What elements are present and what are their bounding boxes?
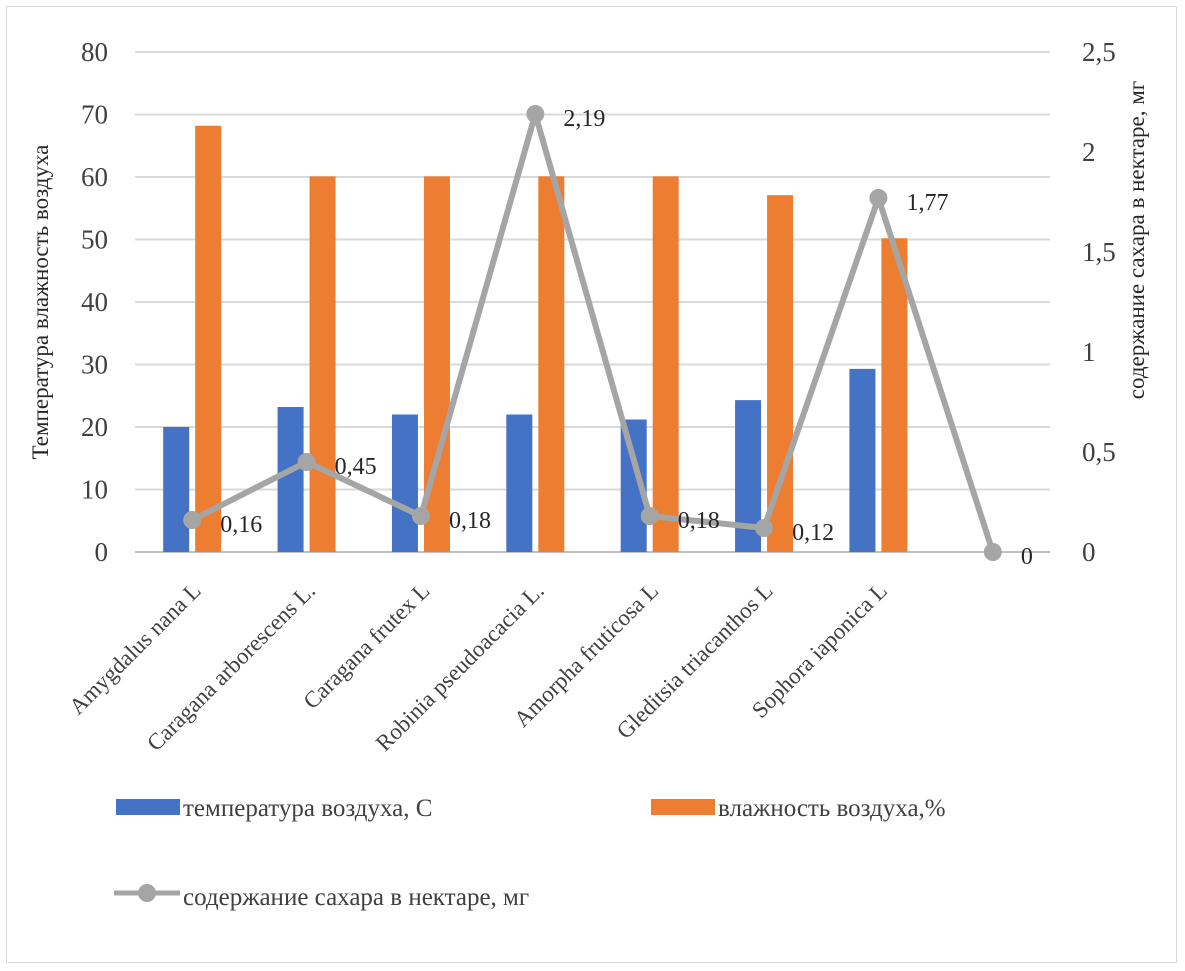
y-tick-label: 30 [81, 350, 108, 380]
sugar-data-label: 0 [1021, 544, 1033, 570]
y-tick-label: 0 [95, 537, 109, 567]
legend-swatch-humidity [651, 799, 715, 815]
sugar-data-label: 1,77 [906, 190, 948, 216]
bar-temperature [163, 427, 190, 552]
legend-label-humidity: влажность воздуха,% [718, 795, 946, 822]
sugar-point [755, 519, 774, 537]
sugar-point [640, 507, 659, 525]
y-tick-label: 10 [81, 475, 108, 505]
y-tick-label: 80 [81, 37, 108, 67]
bar-temperature [849, 368, 876, 552]
line-series [183, 105, 1002, 561]
y2-axis-title: содержание сахара в нектаре, мг [1124, 81, 1149, 399]
legend-label-temperature: температура воздуха, С [183, 795, 432, 822]
legend-label-sugar: содержание сахара в нектаре, мг [183, 884, 529, 911]
sugar-point [983, 543, 1002, 561]
sugar-line [190, 111, 996, 553]
sugar-point [297, 453, 316, 471]
bar-humidity [767, 195, 794, 552]
bar-humidity [881, 238, 908, 552]
sugar-data-label: 2,19 [563, 106, 605, 132]
y2-tick-label: 1,5 [1082, 237, 1116, 267]
bar-temperature [391, 414, 418, 552]
x-tick-label: Caragana frutex L [298, 578, 434, 714]
legend: температура воздуха, С влажность воздуха… [114, 795, 946, 911]
y-axis-title: Температура влажность воздуха [28, 145, 53, 460]
bar-humidity [309, 176, 336, 552]
sugar-point [183, 511, 202, 529]
data-labels: 0,16 0,45 0,18 2,19 0,18 0,12 1,77 0 [220, 106, 1033, 570]
y-tick-label: 70 [81, 100, 108, 130]
y2-tick-label: 1 [1082, 337, 1096, 367]
sugar-data-label: 0,45 [335, 454, 377, 480]
y2-tick-label: 0 [1082, 537, 1096, 567]
y-tick-label: 20 [81, 412, 108, 442]
bar-humidity [652, 176, 679, 552]
bar-humidity [538, 176, 565, 552]
sugar-data-label: 0,18 [449, 508, 491, 534]
sugar-point [411, 507, 430, 525]
sugar-data-label: 0,12 [792, 520, 834, 546]
bar-temperature [277, 407, 304, 552]
y2-tick-label: 0,5 [1082, 437, 1116, 467]
bar-series [163, 125, 908, 552]
y-tick-label: 50 [81, 225, 108, 255]
y2-tick-label: 2,5 [1082, 37, 1116, 67]
bar-humidity [195, 125, 222, 552]
bar-temperature [506, 414, 533, 552]
sugar-data-label: 0,18 [678, 508, 720, 534]
legend-swatch-sugar-marker [138, 884, 156, 902]
sugar-data-label: 0,16 [220, 512, 262, 538]
y2-tick-label: 2 [1082, 137, 1096, 167]
y-tick-label: 60 [81, 162, 108, 192]
y-tick-label: 40 [81, 287, 108, 317]
legend-swatch-temperature [116, 799, 180, 815]
sugar-point [869, 189, 888, 207]
sugar-point [526, 105, 545, 123]
